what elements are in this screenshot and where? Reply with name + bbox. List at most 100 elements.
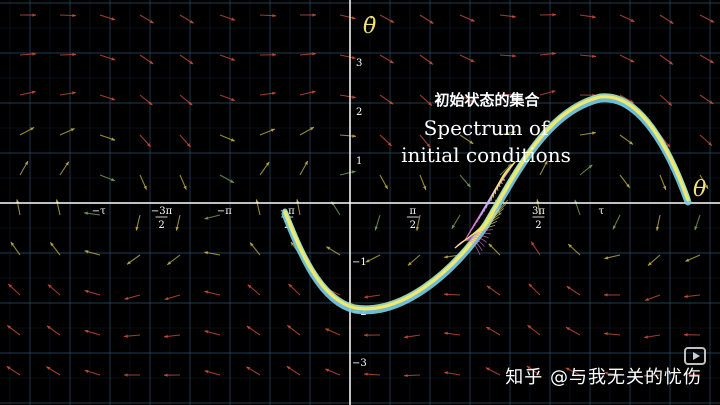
vector-arrowhead: [536, 199, 540, 204]
vector-arrowhead: [612, 225, 617, 230]
vector-arrowhead: [709, 100, 714, 104]
vector-arrowhead: [565, 327, 570, 331]
x-tick-label: 3π: [532, 206, 545, 217]
vector-arrowhead: [272, 13, 276, 18]
vector-arrowhead: [164, 296, 169, 301]
vector-arrowhead: [6, 366, 11, 370]
vector-arrowhead: [70, 128, 75, 132]
vector-arrowhead: [694, 226, 698, 231]
watermark-text: 知乎 @与我无关的忧伤: [505, 367, 702, 388]
vector-arrowhead: [415, 226, 420, 231]
vector-arrowhead: [364, 333, 368, 337]
vector-arrowhead: [110, 177, 115, 182]
vector-arrowhead: [8, 284, 13, 288]
vector-arrowhead: [111, 17, 116, 21]
vector-arrowhead: [204, 330, 209, 334]
vector-arrowhead: [470, 99, 475, 103]
vector-arrowhead: [384, 185, 388, 190]
caption-line-1: Spectrum of: [424, 116, 550, 140]
vector-arrowhead: [50, 242, 54, 247]
vector-arrowhead: [466, 183, 471, 188]
vector-arrowhead: [470, 18, 475, 22]
vector-arrowhead: [72, 52, 76, 57]
vector-arrowhead: [84, 289, 89, 294]
vector-arrowhead: [149, 19, 154, 24]
vector-arrowhead: [272, 91, 276, 96]
vector-arrowhead: [365, 259, 370, 263]
vector-arrowhead: [32, 52, 36, 56]
vector-arrowhead: [364, 295, 368, 299]
vector-arrowhead: [588, 164, 593, 169]
x-axis-label: θ: [693, 177, 706, 202]
x-tick-label: 2: [535, 220, 541, 231]
vector-arrowhead: [147, 143, 151, 147]
vector-arrowhead: [167, 261, 172, 265]
vector-arrowhead: [312, 13, 316, 17]
vector-arrowhead: [84, 250, 89, 254]
vector-arrowhead: [204, 370, 209, 374]
vector-arrowhead: [604, 256, 609, 260]
vector-arrowhead: [272, 53, 276, 57]
vector-arrowhead: [404, 373, 408, 378]
y-tick-label: 1: [356, 156, 362, 167]
vector-arrowhead: [407, 261, 412, 266]
vector-arrowhead: [684, 333, 688, 337]
vector-arrowhead: [644, 373, 648, 378]
vector-arrowhead: [629, 140, 633, 145]
vector-arrowhead: [46, 325, 51, 330]
vector-arrowhead: [246, 325, 251, 330]
x-tick-label: π: [410, 206, 417, 217]
vector-arrowhead: [422, 185, 427, 190]
vector-arrowhead: [426, 143, 431, 148]
vector-arrowhead: [24, 161, 28, 166]
vector-arrowhead: [7, 325, 12, 329]
vector-arrowhead: [644, 335, 649, 339]
vector-arrowhead: [304, 161, 308, 165]
vector-arrowhead: [511, 130, 516, 135]
vector-arrowhead: [230, 97, 235, 101]
vector-arrowhead: [65, 161, 69, 166]
initial-trajectory: [501, 161, 516, 181]
vector-arrowhead: [451, 224, 456, 229]
vector-arrowhead: [668, 60, 673, 65]
vector-arrowhead: [552, 51, 556, 56]
caption-line-2: initial conditions: [401, 143, 571, 167]
vector-arrowhead: [512, 93, 516, 97]
vector-arrowhead: [188, 101, 193, 106]
y-tick-label: −3: [352, 358, 367, 369]
vector-arrowhead: [309, 127, 314, 131]
vector-arrowhead: [444, 255, 448, 259]
vector-arrowhead: [644, 297, 649, 301]
vector-arrowhead: [685, 258, 690, 262]
x-tick-label: −τ: [92, 206, 106, 217]
vector-arrowhead: [684, 372, 688, 376]
vector-arrowhead: [230, 179, 234, 183]
vector-arrowhead: [325, 368, 330, 372]
vector-arrowhead: [231, 57, 236, 61]
vector-arrowhead: [485, 367, 490, 371]
vector-arrowhead: [444, 371, 449, 375]
caption-chinese: 初始状态的集合: [434, 91, 540, 109]
vector-arrowhead: [84, 329, 89, 334]
vector-arrowhead: [231, 17, 236, 21]
vector-arrowhead: [164, 373, 168, 377]
vector-arrowhead: [84, 211, 88, 216]
vector-arrowhead: [127, 260, 131, 265]
vector-arrowhead: [295, 199, 300, 204]
initial-trajectory: [454, 199, 509, 249]
x-tick-label: 2: [410, 220, 416, 231]
vector-arrowhead: [528, 283, 533, 288]
vector-arrowhead: [684, 294, 688, 299]
vector-arrowhead: [351, 170, 356, 174]
vector-arrowhead: [630, 18, 635, 22]
vector-arrowhead: [183, 185, 187, 190]
vector-arrowhead: [662, 185, 667, 190]
vector-arrowhead: [15, 199, 20, 204]
vector-arrowhead: [135, 226, 139, 231]
play-icon[interactable]: [684, 347, 706, 365]
vector-arrowhead: [565, 367, 570, 372]
vector-arrowhead: [246, 366, 251, 371]
vector-arrowhead: [604, 371, 608, 375]
